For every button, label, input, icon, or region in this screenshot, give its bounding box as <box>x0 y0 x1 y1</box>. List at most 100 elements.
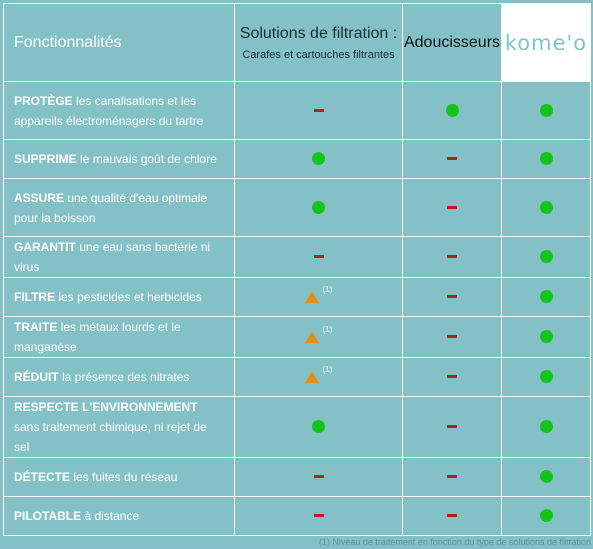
table-row: PILOTABLE à distance <box>3 496 591 536</box>
check-dot-icon <box>539 250 553 264</box>
feature-keyword: SUPPRIME <box>14 152 77 166</box>
filt-cell <box>234 178 403 237</box>
filt-cell <box>234 496 403 536</box>
adou-cell <box>402 178 502 237</box>
adou-cell <box>402 236 502 278</box>
footnote: (1) Niveau de traitement en fonction du … <box>318 537 591 547</box>
feature-description: les pesticides et herbicides <box>55 290 202 304</box>
dash-icon <box>447 335 457 339</box>
adou-cell <box>402 496 502 536</box>
check-dot-icon <box>312 200 325 214</box>
check-dot-icon <box>539 152 553 166</box>
check-dot-icon <box>539 370 553 384</box>
feature-description: les métaux lourds et le manganèse <box>14 320 181 354</box>
check-dot-icon <box>312 420 325 434</box>
warning-triangle-icon <box>304 290 319 303</box>
feature-keyword: FILTRE <box>14 290 56 304</box>
kom-cell <box>501 139 591 179</box>
feature-cell: TRAITE les métaux lourds et le manganèse <box>3 316 235 358</box>
adou-cell <box>402 357 502 397</box>
filt-cell: (1) <box>234 316 403 358</box>
feature-cell: DÉTECTE les fuites du réseau <box>3 457 235 497</box>
table-row: RÉDUIT la présence des nitrates (1) <box>3 357 591 397</box>
komeo-logo: kome'o <box>504 30 588 55</box>
feature-description: la présence des nitrates <box>58 370 190 384</box>
kom-cell <box>501 316 591 358</box>
kom-cell <box>501 496 591 536</box>
dash-icon <box>447 205 457 209</box>
check-dot-icon <box>539 103 553 117</box>
feature-cell: PROTÈGE les canalisations et les apparei… <box>3 81 235 140</box>
adou-cell <box>402 139 502 179</box>
header-filtration-title: Solutions de filtration : <box>239 24 398 42</box>
adou-cell <box>402 277 502 317</box>
dash-icon <box>447 425 457 429</box>
check-dot-icon <box>539 509 553 523</box>
check-dot-icon <box>539 420 553 434</box>
footnote-ref: (1) <box>322 325 333 334</box>
check-dot-icon <box>539 290 553 304</box>
feature-keyword: RÉDUIT <box>14 370 59 384</box>
table-row: TRAITE les métaux lourds et le manganèse… <box>3 316 591 358</box>
feature-description: le mauvais goût de chlore <box>76 152 217 166</box>
feature-cell: RESPECTE L'ENVIRONNEMENT sans traitement … <box>3 396 235 458</box>
header-komeo: kome'o <box>501 3 591 82</box>
dash-icon <box>313 475 324 479</box>
feature-cell: SUPPRIME le mauvais goût de chlore <box>3 139 235 179</box>
adou-cell <box>402 457 502 497</box>
kom-cell <box>501 178 591 237</box>
dash-icon <box>447 375 457 379</box>
feature-description: une qualité d'eau optimale pour la boiss… <box>14 190 208 225</box>
kom-cell <box>501 236 591 278</box>
table-row: GARANTIT une eau sans bactérie ni virus <box>3 236 591 278</box>
feature-keyword: TRAITE <box>14 320 58 334</box>
check-dot-icon <box>312 152 325 166</box>
feature-keyword: PROTÈGE <box>14 93 73 108</box>
feature-keyword: GARANTIT <box>14 240 76 254</box>
dash-icon <box>447 475 457 479</box>
header-filtration-subtitle: Carafes et cartouches filtrantes <box>242 48 395 61</box>
adou-cell <box>402 316 502 358</box>
header-softeners: Adoucisseurs <box>402 3 502 82</box>
warning-triangle-icon <box>304 370 319 383</box>
comparison-table: Fonctionnalités Solutions de filtration … <box>3 3 591 536</box>
feature-keyword: DÉTECTE <box>14 470 71 484</box>
dash-icon <box>313 108 324 112</box>
feature-cell: ASSURE une qualité d'eau optimale pour l… <box>3 178 235 237</box>
dash-icon <box>447 514 457 518</box>
warning-triangle-icon <box>304 330 319 343</box>
dash-icon <box>447 255 457 259</box>
feature-description: à distance <box>81 509 140 523</box>
filt-cell: (1) <box>234 357 403 397</box>
table-row: ASSURE une qualité d'eau optimale pour l… <box>3 178 591 237</box>
adou-cell <box>402 396 502 458</box>
dash-icon <box>313 514 324 518</box>
kom-cell <box>501 457 591 497</box>
table-row: DÉTECTE les fuites du réseau <box>3 457 591 497</box>
kom-cell <box>501 277 591 317</box>
table-row: FILTRE les pesticides et herbicides (1) <box>3 277 591 317</box>
filt-cell <box>234 81 403 140</box>
table-row: PROTÈGE les canalisations et les apparei… <box>3 81 591 140</box>
header-features: Fonctionnalités <box>3 3 235 82</box>
dash-icon <box>313 255 324 259</box>
header-filtration: Solutions de filtration : Carafes et car… <box>234 3 403 82</box>
kom-cell <box>501 81 591 140</box>
kom-cell <box>501 396 591 458</box>
feature-keyword: RESPECTE L'ENVIRONNEMENT <box>14 400 198 414</box>
feature-description: les fuites du réseau <box>70 470 178 484</box>
filt-cell <box>234 236 403 278</box>
check-dot-icon <box>539 470 553 484</box>
check-dot-icon <box>445 103 459 117</box>
kom-cell <box>501 357 591 397</box>
adou-cell <box>402 81 502 140</box>
filt-cell <box>234 139 403 179</box>
feature-keyword: PILOTABLE <box>14 509 82 523</box>
filt-cell <box>234 396 403 458</box>
footnote-ref: (1) <box>322 285 333 294</box>
filt-cell: (1) <box>234 277 403 317</box>
feature-cell: GARANTIT une eau sans bactérie ni virus <box>3 236 235 278</box>
dash-icon <box>447 295 457 299</box>
header-row: Fonctionnalités Solutions de filtration … <box>3 3 591 82</box>
